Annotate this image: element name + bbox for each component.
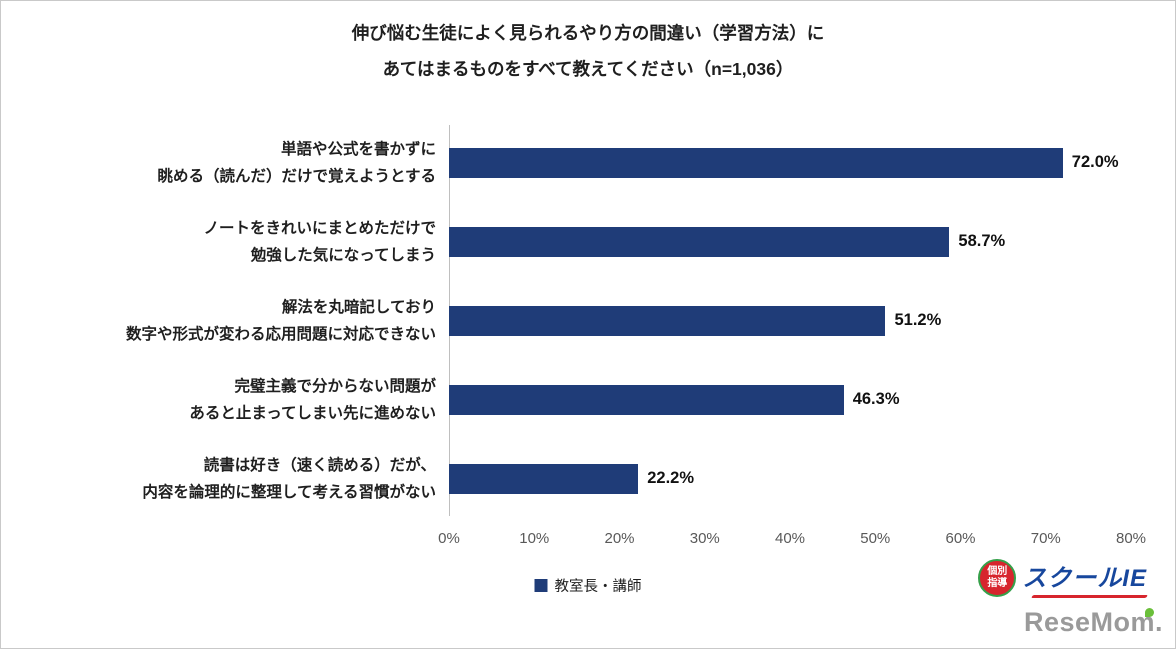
category-label: 単語や公式を書かずに 眺める（読んだ）だけで覚えようとする xyxy=(157,140,436,185)
chart-row: 解法を丸暗記しており 数字や形式が変わる応用問題に対応できない 51.2% xyxy=(1,281,1131,360)
category-label: 完璧主義で分からない問題が あると止まってしまい先に進めない xyxy=(189,377,436,422)
school-ie-badge-line2: 指導 xyxy=(987,578,1008,589)
bar-track: 72.0% xyxy=(449,147,1131,178)
x-tick-label: 10% xyxy=(519,530,550,547)
category-label: 解法を丸暗記しており 数字や形式が変わる応用問題に対応できない xyxy=(125,298,436,343)
school-ie-badge-line1: 個別 xyxy=(987,566,1008,577)
legend: 教室長・講師 xyxy=(534,575,642,596)
value-label: 51.2% xyxy=(894,311,942,329)
chart-title-line1: 伸び悩む生徒によく見られるやり方の間違い（学習方法）に xyxy=(351,23,825,43)
x-axis: 0% 10% 20% 30% 40% 50% 60% 70% 80% xyxy=(438,530,1146,552)
bar-track: 51.2% xyxy=(449,305,1131,336)
legend-label: 教室長・講師 xyxy=(554,579,642,595)
value-label: 72.0% xyxy=(1071,153,1119,171)
chart-row: ノートをきれいにまとめただけで 勉強した気になってしまう 58.7% xyxy=(1,202,1131,281)
school-ie-logo: 個別 指導 スクールIE xyxy=(978,558,1148,598)
value-label: 22.2% xyxy=(647,469,695,487)
school-ie-name: スクールIE xyxy=(1022,565,1147,592)
x-tick-label: 60% xyxy=(945,530,976,547)
chart-title-line2: あてはまるものをすべて教えてください（n=1,036） xyxy=(382,59,794,79)
bar-track: 46.3% xyxy=(449,384,1131,415)
value-label: 46.3% xyxy=(852,390,900,408)
resemom-leaf-icon xyxy=(1145,608,1154,617)
bar xyxy=(449,226,950,257)
bar-chart: 単語や公式を書かずに 眺める（読んだ）だけで覚えようとする 72.0% ノートをきれい… xyxy=(1,123,1131,518)
bar-track: 22.2% xyxy=(449,463,1131,494)
category-label: ノートをきれいにまとめただけで 勉強した気になってしまう xyxy=(203,219,436,264)
school-ie-wordmark: スクールIE xyxy=(1022,558,1148,598)
bar xyxy=(449,384,844,415)
legend-swatch xyxy=(534,579,548,592)
bar-track: 58.7% xyxy=(449,226,1131,257)
x-tick-label: 80% xyxy=(1115,530,1147,547)
category-label: 読書は好き（速く読める）だが、 内容を論理的に整理して考える習慣がない xyxy=(142,456,436,501)
value-label: 58.7% xyxy=(958,232,1006,250)
x-tick-label: 20% xyxy=(604,530,635,547)
chart-rows: 単語や公式を書かずに 眺める（読んだ）だけで覚えようとする 72.0% ノートをきれい… xyxy=(1,123,1131,518)
school-ie-swoosh-icon xyxy=(1031,595,1148,598)
x-tick-label: 40% xyxy=(774,530,806,547)
bar xyxy=(449,147,1063,178)
chart-row: 読書は好き（速く読める）だが、 内容を論理的に整理して考える習慣がない 22.2% xyxy=(1,439,1131,518)
x-tick-label: 0% xyxy=(438,530,460,547)
x-tick-label: 30% xyxy=(689,530,720,547)
resemom-wordmark: ReseMom. xyxy=(1023,607,1163,637)
x-tick-label: 50% xyxy=(860,530,891,547)
bar xyxy=(449,305,886,336)
chart-title: 伸び悩む生徒によく見られるやり方の間違い（学習方法）に あてはまるものをすべて教… xyxy=(1,15,1175,87)
chart-row: 単語や公式を書かずに 眺める（読んだ）だけで覚えようとする 72.0% xyxy=(1,123,1131,202)
bar xyxy=(449,463,639,494)
school-ie-badge-icon: 個別 指導 xyxy=(978,559,1017,597)
x-tick-label: 70% xyxy=(1030,530,1061,547)
chart-row: 完璧主義で分からない問題が あると止まってしまい先に進めない 46.3% xyxy=(1,360,1131,439)
resemom-logo: ReseMom. xyxy=(1024,607,1163,638)
